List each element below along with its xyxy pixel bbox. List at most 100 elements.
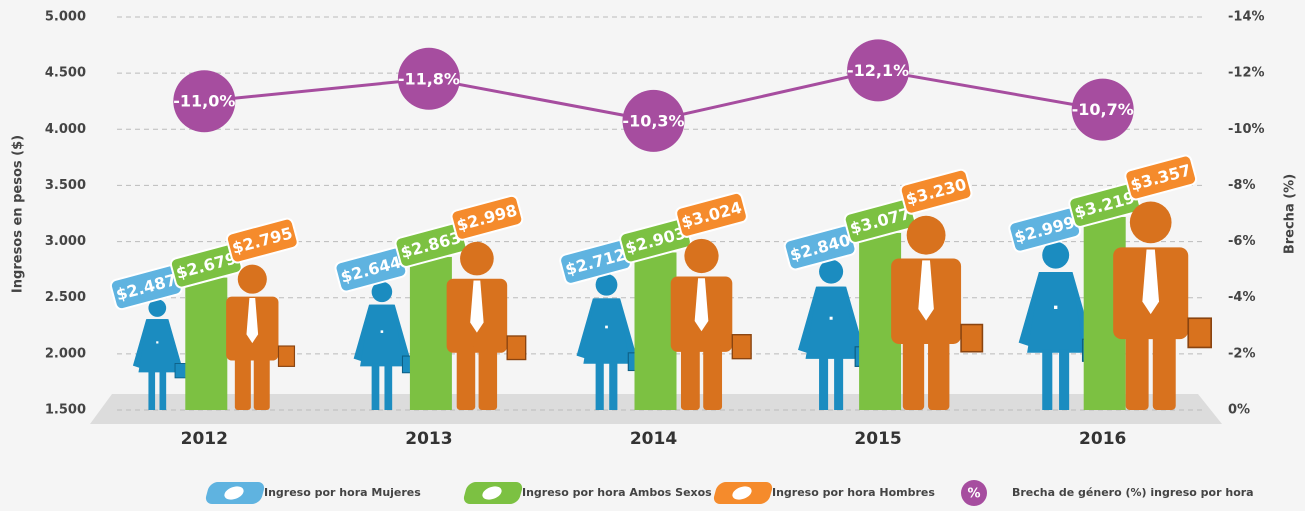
woman	[132, 299, 188, 410]
leg	[902, 336, 925, 410]
leg	[819, 355, 829, 410]
x-tick-label: 2013	[405, 429, 452, 449]
y-tick-label: 5.000	[45, 10, 86, 25]
leg	[148, 370, 156, 410]
pocket	[1054, 305, 1058, 310]
y-tick-label: 1.500	[45, 403, 86, 418]
head	[371, 281, 393, 303]
bar	[185, 277, 228, 410]
y2-axis-label: Brecha (%)	[1283, 174, 1298, 254]
y2-tick-label: 0%	[1228, 403, 1250, 418]
arms	[132, 319, 182, 368]
briefcase	[1187, 317, 1213, 349]
y-tick-label: 2.500	[45, 290, 86, 305]
leg	[1042, 349, 1053, 410]
y2-tick-label: -2%	[1228, 346, 1255, 361]
point	[847, 39, 910, 102]
tag-shape	[450, 194, 524, 241]
dress	[583, 298, 630, 364]
y-tick-label: 4.000	[45, 122, 86, 137]
leg	[1152, 330, 1176, 410]
legend-label: Ingreso por hora Hombres	[772, 486, 935, 499]
head	[148, 299, 167, 317]
tie	[246, 298, 259, 344]
leg	[595, 361, 604, 411]
y-tick-label: 3.000	[45, 234, 86, 249]
point	[173, 70, 236, 133]
y-tick-label: 2.000	[45, 346, 86, 361]
leg	[253, 354, 270, 410]
leg	[680, 344, 700, 410]
leg	[609, 361, 618, 411]
briefcase	[731, 334, 752, 360]
bar	[409, 256, 452, 410]
head	[906, 215, 946, 255]
x-tick-label: 2016	[1079, 429, 1126, 449]
legend-icon-hole	[732, 486, 752, 500]
briefcase	[277, 345, 296, 367]
arms	[1018, 271, 1093, 347]
pocket	[156, 341, 159, 344]
briefcase	[506, 335, 527, 361]
y2-tick-label: -10%	[1228, 122, 1265, 137]
tag-shape	[1124, 154, 1198, 201]
x-tick-label: 2012	[181, 429, 228, 449]
leg	[1125, 330, 1149, 410]
legend-icon	[961, 480, 987, 506]
legend-label: Ingreso por hora Ambos Sexos	[522, 486, 712, 499]
tag-shape	[899, 168, 973, 215]
tag-woman: $2.712	[559, 238, 632, 285]
head	[684, 238, 719, 274]
value-label: -10,7%	[1072, 100, 1134, 119]
y2-tick-label: -12%	[1228, 66, 1265, 81]
y-tick-label: 3.500	[45, 178, 86, 193]
tie	[1142, 249, 1160, 315]
man	[891, 215, 984, 410]
legend-label: Ingreso por hora Mujeres	[264, 486, 421, 499]
value-label: -10,3%	[622, 111, 684, 130]
leg	[928, 336, 950, 410]
arms	[797, 286, 865, 353]
head	[1042, 241, 1070, 269]
briefcase	[960, 323, 984, 353]
tag-shape	[225, 217, 299, 264]
value-label: -11,0%	[173, 92, 235, 111]
dress	[805, 286, 857, 359]
arms	[576, 298, 637, 359]
leg	[834, 355, 844, 410]
bar	[634, 252, 677, 410]
y2-tick-label: -14%	[1228, 10, 1265, 25]
leg	[456, 346, 476, 410]
dress	[1027, 271, 1085, 353]
y2-tick-label: -4%	[1228, 290, 1255, 305]
head	[595, 273, 618, 296]
point	[1071, 78, 1134, 141]
leg	[159, 370, 167, 410]
head	[460, 241, 494, 276]
leg	[703, 344, 723, 410]
value-label: -11,8%	[398, 69, 460, 88]
point	[622, 89, 685, 152]
legend-symbol: %	[967, 487, 980, 502]
value-label: -12,1%	[847, 61, 909, 80]
head	[1129, 201, 1172, 244]
dress	[360, 304, 404, 367]
arms	[353, 304, 411, 362]
man	[1113, 201, 1213, 410]
y-axis-label: Ingresos en pesos ($)	[11, 135, 26, 293]
y2-tick-label: -6%	[1228, 234, 1255, 249]
leg	[478, 346, 498, 410]
woman	[797, 259, 873, 410]
leg	[371, 363, 380, 410]
y-tick-label: 4.500	[45, 66, 86, 81]
pocket	[380, 330, 384, 333]
x-tick-label: 2014	[630, 429, 677, 449]
dress	[138, 319, 177, 373]
leg	[384, 363, 393, 410]
head	[237, 264, 267, 294]
pocket	[605, 325, 608, 329]
point	[397, 47, 460, 110]
leg	[1059, 349, 1070, 410]
tie	[470, 280, 484, 333]
